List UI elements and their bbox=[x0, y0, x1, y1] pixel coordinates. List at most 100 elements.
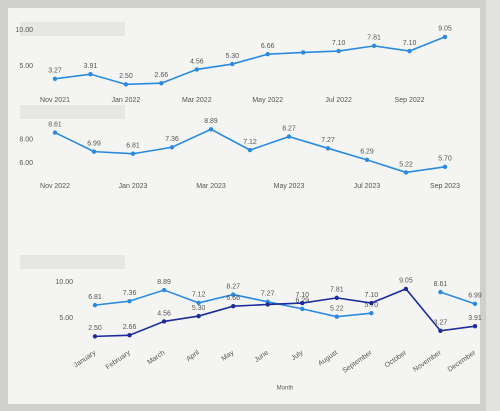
x-tick-label: Jul 2022 bbox=[325, 97, 352, 104]
x-tick-label: Sep 2023 bbox=[430, 183, 460, 190]
y-tick-label: 5.00 bbox=[19, 63, 33, 70]
data-point bbox=[336, 48, 341, 54]
data-label: 7.10 bbox=[295, 292, 309, 299]
data-point bbox=[369, 300, 374, 306]
data-label: 6.66 bbox=[261, 43, 275, 50]
data-label: 7.27 bbox=[321, 137, 335, 144]
data-point bbox=[364, 157, 370, 163]
data-point bbox=[161, 287, 167, 293]
data-point bbox=[52, 130, 58, 135]
report-canvas bbox=[8, 8, 480, 404]
data-point bbox=[442, 34, 448, 40]
x-tick-label: May 2022 bbox=[252, 97, 283, 104]
data-label: 9.05 bbox=[438, 26, 452, 33]
data-point bbox=[472, 301, 478, 307]
data-point bbox=[403, 170, 409, 175]
x-tick-label: Nov 2022 bbox=[40, 183, 70, 190]
data-label: 7.12 bbox=[243, 139, 257, 146]
data-point bbox=[169, 145, 175, 150]
series-line bbox=[94, 287, 476, 338]
data-point bbox=[208, 127, 214, 132]
data-point bbox=[91, 149, 97, 154]
y-tick-label: 6.00 bbox=[19, 160, 33, 167]
data-label: 5.30 bbox=[192, 305, 206, 312]
side-panel bbox=[486, 0, 500, 411]
data-label: 2.50 bbox=[119, 73, 133, 80]
data-point bbox=[472, 323, 478, 329]
data-label: 5.70 bbox=[438, 156, 452, 163]
y-tick-label: 5.00 bbox=[59, 315, 73, 322]
data-label: 6.99 bbox=[468, 293, 482, 300]
data-point bbox=[196, 300, 201, 306]
data-label: 5.22 bbox=[330, 305, 344, 312]
data-label: 5.22 bbox=[399, 161, 413, 168]
data-label: 8.61 bbox=[48, 121, 62, 128]
data-label: 7.10 bbox=[365, 292, 379, 299]
data-label: 4.56 bbox=[190, 58, 204, 65]
data-label: 6.66 bbox=[226, 295, 240, 302]
data-point bbox=[194, 67, 200, 72]
data-point bbox=[265, 302, 270, 307]
data-label: 2.66 bbox=[123, 324, 137, 331]
data-point bbox=[52, 76, 58, 81]
data-point bbox=[371, 43, 377, 49]
x-tick-label: Jan 2023 bbox=[119, 183, 148, 190]
data-label: 8.89 bbox=[157, 279, 171, 286]
data-label: 7.81 bbox=[367, 35, 381, 42]
data-label: 5.30 bbox=[225, 53, 239, 60]
x-tick-label: Jul 2023 bbox=[354, 183, 381, 190]
data-point bbox=[92, 334, 98, 339]
data-label: 2.50 bbox=[88, 325, 102, 332]
data-label: 7.36 bbox=[165, 136, 179, 143]
x-axis-label: Month bbox=[277, 386, 294, 392]
data-point bbox=[438, 289, 443, 295]
data-point bbox=[286, 134, 292, 139]
data-point bbox=[161, 319, 167, 324]
data-label: 2.66 bbox=[155, 72, 169, 79]
data-point bbox=[159, 81, 164, 86]
data-label: 8.89 bbox=[204, 118, 218, 125]
data-point bbox=[230, 304, 236, 309]
data-point bbox=[325, 146, 331, 151]
data-label: 7.81 bbox=[330, 287, 344, 294]
data-label: 3.27 bbox=[434, 320, 448, 327]
data-point bbox=[300, 300, 305, 306]
data-point bbox=[300, 306, 305, 312]
x-tick-label: Nov 2021 bbox=[40, 97, 70, 104]
data-point bbox=[88, 71, 93, 77]
data-label: 6.99 bbox=[87, 140, 101, 147]
x-tick-label: Mar 2023 bbox=[196, 183, 226, 190]
data-label: 3.27 bbox=[48, 68, 62, 75]
data-point bbox=[92, 302, 98, 308]
data-point bbox=[369, 310, 374, 316]
data-point bbox=[403, 286, 409, 292]
series-line bbox=[54, 36, 446, 86]
x-tick-label: Jan 2022 bbox=[112, 97, 141, 104]
data-point bbox=[265, 52, 270, 57]
x-tick-label: Mar 2022 bbox=[182, 97, 212, 104]
data-label: 7.10 bbox=[332, 40, 346, 47]
data-point bbox=[247, 147, 253, 153]
blurred-title bbox=[20, 255, 125, 269]
x-tick-label: May 2023 bbox=[274, 183, 305, 190]
data-label: 7.10 bbox=[403, 40, 417, 47]
y-tick-label: 8.00 bbox=[19, 137, 33, 144]
data-label: 6.29 bbox=[360, 149, 374, 156]
data-label: 8.27 bbox=[282, 125, 296, 132]
y-tick-label: 10.00 bbox=[55, 279, 73, 286]
data-label: 8.61 bbox=[434, 281, 448, 288]
blurred-title bbox=[20, 105, 125, 119]
data-point bbox=[442, 164, 448, 169]
data-label: 7.36 bbox=[123, 290, 137, 297]
data-point bbox=[407, 48, 412, 54]
data-point bbox=[334, 314, 340, 319]
y-tick-label: 10.00 bbox=[15, 27, 33, 34]
data-label: 4.56 bbox=[157, 310, 171, 317]
data-label: 3.91 bbox=[84, 63, 98, 70]
data-point bbox=[127, 298, 132, 304]
data-point bbox=[123, 82, 129, 87]
data-label: 6.81 bbox=[126, 143, 140, 150]
data-point bbox=[130, 151, 136, 156]
